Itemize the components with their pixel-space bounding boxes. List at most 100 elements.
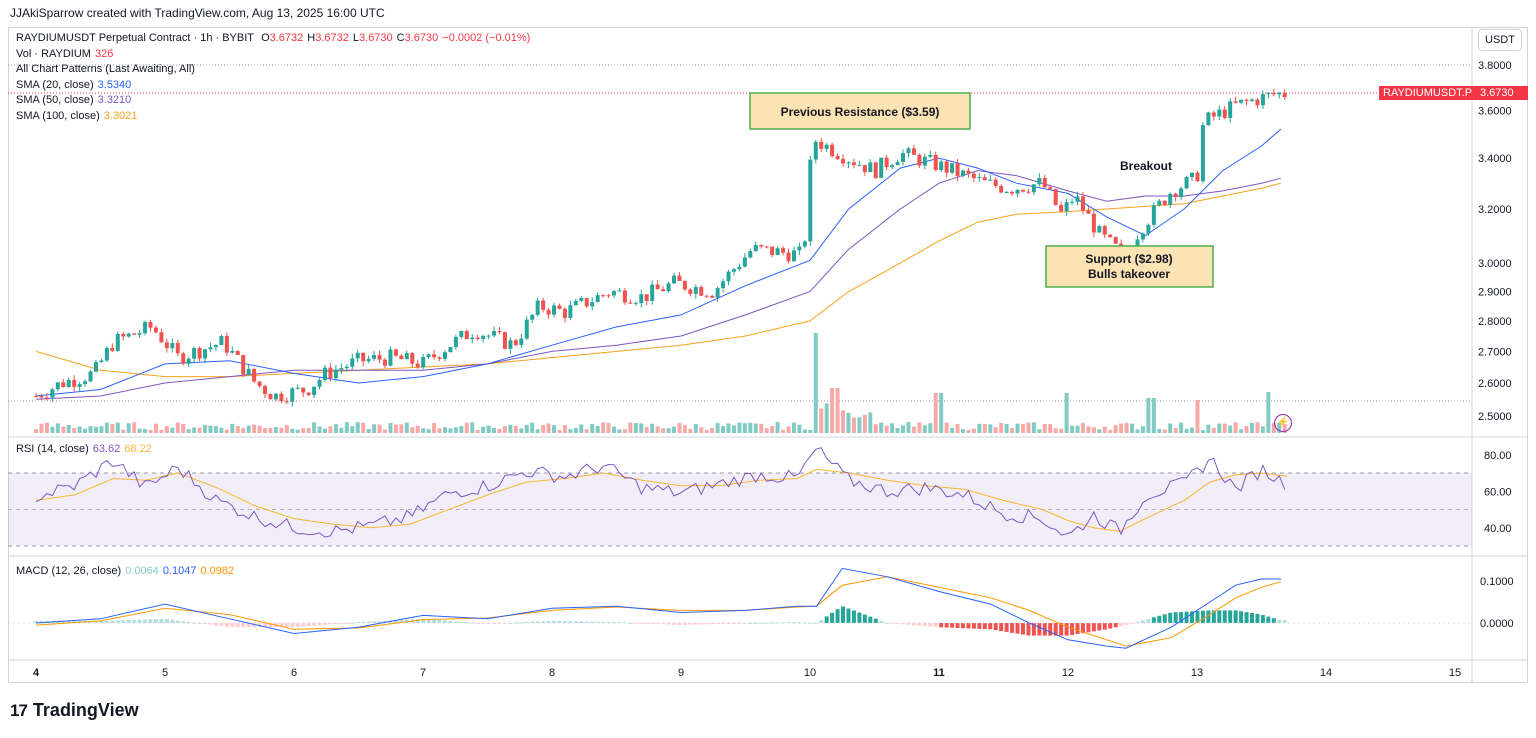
- volume-bar: [219, 427, 224, 433]
- candle-body: [186, 358, 191, 364]
- candlesticks: [34, 88, 1287, 407]
- candle-body: [562, 308, 567, 318]
- main-legend[interactable]: RAYDIUMUSDT Perpetual Contract · 1h · BY…: [16, 31, 538, 124]
- currency-button[interactable]: USDT: [1478, 29, 1522, 51]
- macd-hist-bar: [541, 621, 546, 623]
- candle-body: [1277, 92, 1282, 95]
- macd-hist-bar: [1064, 623, 1069, 636]
- candle-body: [682, 280, 687, 290]
- volume-bar: [1266, 392, 1271, 433]
- annotation-resistance[interactable]: Previous Resistance ($3.59): [749, 92, 971, 130]
- rsi-legend[interactable]: RSI (14, close) 63.62 68.22: [16, 442, 156, 458]
- macd-hist-bar: [933, 623, 938, 627]
- volume-bar: [486, 425, 491, 433]
- volume-bar: [1097, 429, 1102, 433]
- sma20-value: 3.5340: [97, 78, 132, 91]
- macd-axis-ticks: 0.1000 0.0000: [1480, 576, 1514, 630]
- volume-legend[interactable]: Vol · RAYDIUM 326: [16, 47, 538, 63]
- price-tick-label: 2.7000: [1478, 346, 1512, 358]
- volume-bar: [1059, 428, 1064, 433]
- candle-body: [263, 386, 268, 395]
- candle-body: [1222, 109, 1227, 118]
- volume-bar: [121, 429, 126, 433]
- macd-hist-bar: [502, 623, 507, 624]
- macd-hist-bar: [628, 622, 633, 624]
- volume-bar: [950, 428, 955, 433]
- sma20-legend[interactable]: SMA (20, close) 3.5340: [16, 78, 538, 94]
- time-tick-label: 14: [1320, 667, 1332, 679]
- candle-body: [1091, 213, 1096, 233]
- volume-bar: [933, 393, 938, 433]
- macd-hist-bar: [1282, 620, 1287, 623]
- macd-hist-bar: [99, 620, 104, 623]
- annotation-support[interactable]: Support ($2.98) Bulls takeover: [1045, 245, 1214, 288]
- macd-hist-bar: [186, 621, 191, 623]
- volume-bar: [181, 423, 186, 433]
- patterns-legend[interactable]: All Chart Patterns (Last Awaiting, All): [16, 62, 538, 78]
- macd-hist-bar: [1091, 623, 1096, 632]
- tradingview-logo[interactable]: 17 TradingView: [10, 700, 139, 721]
- sma100-legend[interactable]: SMA (100, close) 3.3021: [16, 109, 538, 125]
- chart-frame[interactable]: [8, 27, 1528, 683]
- sma50-legend[interactable]: SMA (50, close) 3.3210: [16, 93, 538, 109]
- macd-legend[interactable]: MACD (12, 26, close) 0.0064 0.1047 0.0982: [16, 564, 238, 580]
- candle-body: [301, 387, 306, 393]
- candle-body: [137, 333, 142, 335]
- candle-body: [1184, 177, 1189, 189]
- candle-body: [50, 389, 55, 398]
- lightning-icon[interactable]: ⚡: [1274, 414, 1292, 432]
- candle-body: [1195, 172, 1200, 182]
- volume-bar: [203, 425, 208, 433]
- volume-bar: [317, 426, 322, 433]
- macd-hist-bar: [819, 619, 824, 623]
- candle-body: [115, 333, 120, 351]
- annotation-breakout[interactable]: Breakout: [1120, 159, 1172, 173]
- macd-hist-value: 0.0064: [125, 565, 159, 577]
- volume-bar: [1064, 393, 1069, 433]
- candle-body: [710, 296, 715, 298]
- macd-hist-bar: [710, 623, 715, 625]
- volume-bar: [475, 429, 480, 433]
- macd-hist-bar: [312, 623, 317, 626]
- volume-bar: [786, 426, 791, 433]
- macd-tick-label: 0.1000: [1480, 576, 1514, 588]
- macd-hist-bar: [966, 623, 971, 629]
- volume-bar: [93, 426, 98, 433]
- candle-body: [361, 352, 366, 362]
- candle-body: [693, 287, 698, 294]
- chart-svg[interactable]: 3.8000 3.6000 3.4000 3.2000 3.0000 2.9000 2.80…: [0, 0, 1536, 690]
- macd-hist-bar: [34, 620, 38, 623]
- candle-body: [77, 384, 82, 387]
- candle-body: [993, 179, 998, 187]
- candle-body: [879, 157, 884, 178]
- candle-body: [350, 358, 355, 367]
- volume-bar: [710, 427, 715, 433]
- volume-bar: [530, 422, 535, 433]
- volume-bar: [737, 422, 742, 433]
- volume-bar: [55, 423, 60, 433]
- macd-hist-bar: [61, 620, 66, 623]
- volume-bar: [650, 423, 655, 433]
- macd-hist-bar: [601, 621, 606, 623]
- macd-hist-bar: [372, 621, 377, 623]
- volume-bar: [748, 422, 753, 433]
- volume-bar: [879, 422, 884, 433]
- volume-bar: [339, 427, 344, 433]
- macd-hist-bar: [1140, 620, 1145, 623]
- candle-body: [432, 354, 437, 358]
- symbol-line[interactable]: RAYDIUMUSDT Perpetual Contract · 1h · BY…: [16, 31, 538, 47]
- macd-hist-bar: [606, 622, 611, 624]
- macd-hist-bar: [399, 619, 404, 623]
- volume-bar: [1108, 429, 1113, 433]
- macd-hist-bar: [530, 621, 535, 623]
- macd-hist-bar: [323, 623, 328, 625]
- volume-bar: [775, 422, 780, 433]
- candle-body: [339, 368, 344, 370]
- candle-body: [203, 349, 208, 359]
- macd-hist-bar: [579, 621, 584, 623]
- volume-bar: [192, 427, 197, 433]
- candle-body: [1042, 177, 1047, 188]
- volume-bar: [1239, 429, 1244, 433]
- macd-hist-bar: [1217, 610, 1222, 623]
- candle-body: [606, 295, 611, 297]
